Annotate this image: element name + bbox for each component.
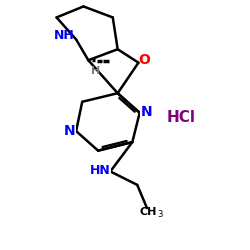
Text: O: O: [138, 53, 150, 67]
Text: H: H: [91, 66, 100, 76]
Text: N: N: [64, 124, 75, 138]
Text: N: N: [141, 104, 152, 118]
Text: HCl: HCl: [167, 110, 196, 125]
Text: NH: NH: [54, 29, 74, 42]
Text: HN: HN: [90, 164, 110, 177]
Text: 3: 3: [158, 210, 163, 220]
Text: CH: CH: [140, 207, 157, 217]
